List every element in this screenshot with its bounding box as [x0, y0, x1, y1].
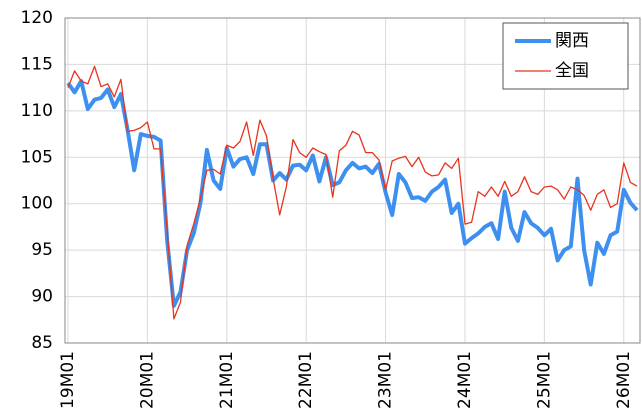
y-tick-label: 85: [31, 333, 53, 353]
y-tick-label: 105: [21, 147, 53, 167]
legend-box: [502, 22, 629, 90]
x-tick-label: 25M01: [534, 351, 554, 409]
y-tick-label: 110: [21, 101, 53, 121]
x-tick-label: 20M01: [137, 351, 157, 409]
plot-frame: [64, 17, 641, 344]
x-tick-label: 22M01: [296, 351, 316, 409]
x-tick-label: 19M01: [58, 351, 78, 409]
legend-label: 全国: [555, 61, 589, 81]
x-tick-label: 24M01: [455, 351, 475, 409]
series-line: [67, 65, 638, 320]
y-tick-label: 100: [21, 194, 53, 214]
y-tick-label: 95: [31, 240, 53, 260]
x-tick-label: 26M01: [614, 351, 634, 409]
y-tick-label: 120: [21, 8, 53, 28]
x-tick-label: 23M01: [376, 351, 396, 409]
y-tick-label: 115: [21, 54, 53, 74]
legend-label: 関西: [555, 31, 589, 51]
series-line: [66, 79, 639, 308]
y-tick-label: 90: [31, 287, 53, 307]
x-tick-label: 21M01: [217, 351, 237, 409]
